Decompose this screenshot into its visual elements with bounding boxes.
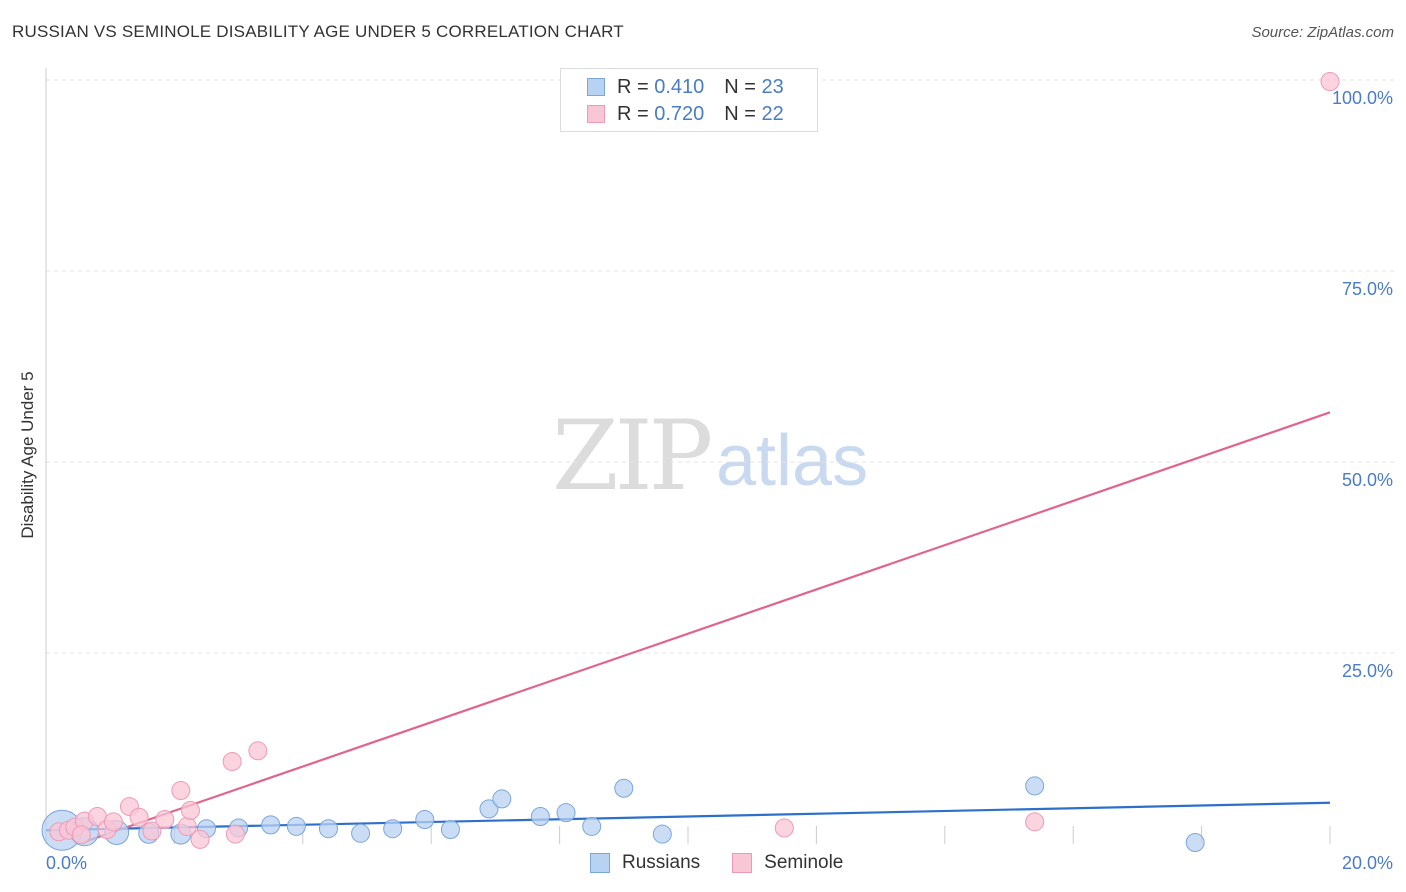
legend-label-russians: Russians [622, 852, 701, 873]
point-seminole [225, 824, 245, 844]
legend-r-label: R = [617, 102, 649, 125]
point-russians [582, 816, 602, 836]
watermark-zip: ZIP [552, 400, 713, 512]
legend-swatch-seminole [732, 853, 753, 873]
point-russians [1025, 776, 1045, 796]
x-tick-label: 0.0% [46, 853, 87, 873]
trendline-russians [45, 801, 1331, 832]
points-layer [41, 72, 1340, 852]
watermark-atlas: atlas [716, 421, 869, 501]
legend-row-seminole: R = 0.720 N = 22 [587, 102, 784, 126]
legend-r-value: 0.410 [654, 75, 705, 98]
point-seminole [1025, 812, 1045, 832]
legend-swatch-russians [590, 853, 610, 873]
y-tick-label: 50.0% [1342, 470, 1393, 490]
point-russians [286, 816, 306, 836]
legend-n-value: 23 [761, 75, 784, 98]
grid-layer [46, 79, 1396, 654]
point-russians [530, 806, 550, 826]
point-russians [261, 815, 281, 835]
legend-row-russians: R = 0.410 N = 23 [587, 75, 784, 99]
point-russians [479, 799, 499, 819]
point-seminole [222, 751, 242, 771]
legend-n-value: 22 [761, 102, 784, 125]
legend-swatch-russians [587, 78, 605, 96]
legend-item-seminole[interactable]: Seminole [732, 852, 843, 874]
trendline-seminole [77, 411, 1331, 846]
point-seminole [190, 829, 210, 849]
point-russians [351, 823, 371, 843]
point-seminole [129, 807, 149, 827]
legend-box: R = 0.410 N = 23 R = 0.720 N = 22 [560, 68, 818, 132]
point-russians [556, 803, 576, 823]
point-russians [492, 789, 512, 809]
chart-title: RUSSIAN VS SEMINOLE DISABILITY AGE UNDER… [12, 22, 624, 41]
y-tick-label: 25.0% [1342, 661, 1393, 681]
point-russians [1185, 832, 1205, 852]
x-tick-label: 20.0% [1342, 853, 1393, 873]
legend-item-russians[interactable]: Russians [590, 852, 700, 874]
point-russians [614, 778, 634, 798]
legend-r-value: 0.720 [654, 102, 705, 125]
legend-n-label: N = [724, 75, 756, 98]
point-seminole [155, 810, 175, 830]
point-russians [652, 824, 672, 844]
legend-n-label: N = [724, 102, 756, 125]
y-tick-label: 75.0% [1342, 279, 1393, 299]
source-label: Source: ZipAtlas.com [1251, 24, 1394, 41]
point-seminole [171, 781, 191, 801]
point-seminole [1320, 72, 1340, 92]
y-axis-title: Disability Age Under 5 [18, 371, 37, 538]
legend-label-seminole: Seminole [764, 852, 844, 873]
point-seminole [180, 800, 200, 820]
point-russians [415, 810, 435, 830]
point-seminole [103, 812, 123, 832]
point-seminole [142, 821, 162, 841]
label-layer: 25.0% 50.0% 75.0% 100.0% 0.0% 20.0% Disability… [18, 88, 1393, 873]
bottom-legend: Russians Seminole [590, 852, 875, 874]
axis-layer [45, 68, 1331, 844]
y-tick-label: 100.0% [1332, 88, 1393, 108]
legend-r-label: R = [617, 75, 649, 98]
point-russians [318, 819, 338, 839]
point-russians [440, 819, 460, 839]
legend-swatch-seminole [587, 105, 605, 123]
point-seminole [248, 741, 268, 761]
point-seminole [71, 825, 91, 845]
trend-layer [45, 411, 1331, 846]
point-seminole [774, 818, 794, 838]
point-russians [383, 819, 403, 839]
